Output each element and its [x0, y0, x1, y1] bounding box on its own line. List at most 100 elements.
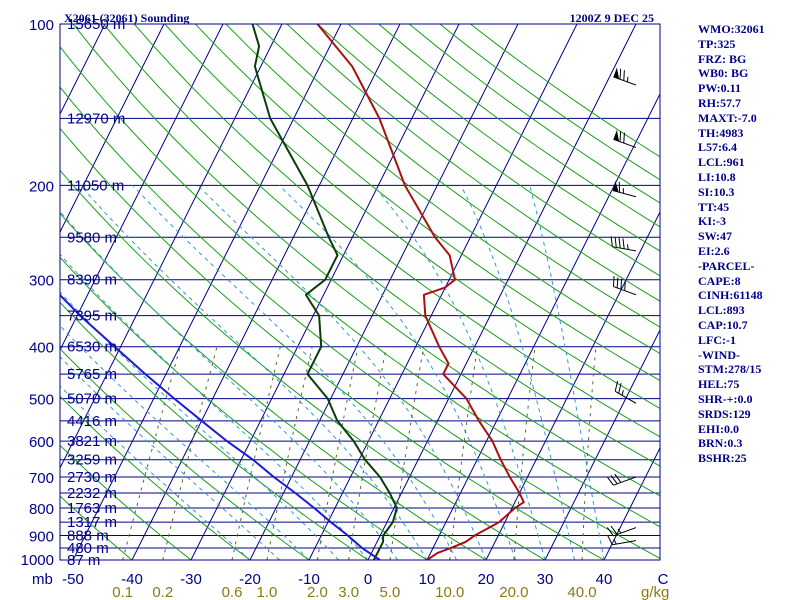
sounding-index-item: SI:10.3 [698, 184, 735, 199]
sounding-index-item: CAP:10.7 [698, 317, 748, 332]
temperature-tick-label: 30 [537, 571, 554, 588]
dry-adiabat [103, 24, 660, 467]
dry-adiabat [194, 24, 660, 382]
temperature-tick-label: -40 [121, 571, 143, 588]
sounding-index-item: FRZ: BG [698, 51, 747, 66]
height-label: 888 m [67, 527, 109, 544]
sounding-index-item: L57:6.4 [698, 140, 737, 155]
isotherm-line [485, 210, 660, 560]
sounding-index-item: LCL:961 [698, 155, 745, 170]
dry-adiabat [60, 46, 660, 528]
dry-adiabat [60, 127, 605, 560]
height-label: 2730 m [67, 469, 117, 486]
pressure-tick-label: 1000 [21, 552, 54, 569]
sounding-index-item: TH:4983 [698, 125, 744, 140]
dry-adiabat [60, 169, 546, 560]
mixing-ratio-line [513, 346, 536, 560]
mixing-ratio-label: 20.0 [499, 584, 528, 600]
mixing-ratio-line [266, 346, 313, 560]
parcel-profile-line [60, 293, 381, 560]
mixing-ratio-line [389, 346, 425, 560]
pressure-tick-label: 700 [29, 470, 54, 487]
mixing-ratio-line [231, 346, 281, 560]
mixing-ratio-line [348, 346, 387, 560]
wind-barb [606, 473, 637, 486]
wind-barb [610, 236, 637, 252]
height-label: 5070 m [67, 391, 117, 408]
isotherm-line [426, 92, 660, 560]
dewpoint-profile-line [251, 24, 398, 560]
dry-adiabat [60, 495, 133, 560]
sounding-index-item: WB0: BG [698, 66, 749, 81]
dry-adiabat [286, 24, 660, 302]
isotherm-line [544, 328, 660, 560]
dry-adiabat [60, 212, 487, 560]
wind-barb [606, 525, 637, 537]
mixing-ratio-unit-label: g/kg [641, 584, 669, 600]
dry-adiabat [317, 24, 660, 277]
moist-adiabat [372, 185, 546, 560]
mixing-ratio-line [449, 346, 478, 560]
temperature-profile-line [316, 24, 525, 560]
isotherm-line [60, 24, 224, 352]
wind-barbs [606, 67, 637, 546]
moist-adiabat [197, 185, 487, 560]
dry-adiabat [347, 24, 660, 252]
pressure-tick-label: 500 [29, 392, 54, 409]
sounding-index-item: CAPE:8 [698, 273, 741, 288]
temperature-tick-label: -50 [62, 571, 84, 588]
dry-adiabat [256, 24, 660, 328]
wind-barb [613, 67, 637, 86]
sounding-index-item: SW:47 [698, 229, 733, 244]
mixing-ratio-label: 3.0 [338, 584, 359, 600]
dry-adiabat [60, 256, 428, 560]
height-label: 5765 m [67, 366, 117, 383]
temperature-tick-label: -30 [180, 571, 202, 588]
height-label: 1317 m [67, 514, 117, 531]
height-label: 3821 m [67, 433, 117, 450]
moist-adiabat [460, 185, 575, 560]
pressure-tick-label: 200 [29, 178, 54, 195]
sounding-index-item: SHR-+:0.0 [698, 391, 753, 406]
mixing-ratio-label: 40.0 [567, 584, 596, 600]
mixing-ratio-label: 0.6 [222, 584, 243, 600]
moist-adiabat [278, 185, 516, 560]
sounding-index-item: LI:10.8 [698, 169, 736, 184]
isotherm-line [60, 24, 283, 470]
sounding-index-item: CINH:61148 [698, 288, 763, 303]
moist-adiabat [60, 356, 280, 560]
isotherm-line [190, 24, 460, 560]
temperature-tick-label: -10 [298, 571, 320, 588]
height-label: 6530 m [67, 339, 117, 356]
sounding-index-item: TT:45 [698, 199, 730, 214]
temperature-tick-label: 40 [596, 571, 613, 588]
temperature-tick-label: -20 [239, 571, 261, 588]
moist-adiabat [60, 253, 369, 560]
pressure-tick-label: 600 [29, 434, 54, 451]
pressure-tick-label: 300 [29, 273, 54, 290]
moist-adiabat [132, 185, 457, 560]
background-grid [60, 24, 660, 560]
sounding-index-item: SRDS:129 [698, 406, 751, 421]
sounding-index-item: KI:-3 [698, 214, 726, 229]
isotherm-line [367, 24, 637, 560]
isotherm-line [72, 24, 342, 560]
wind-barb [607, 535, 637, 546]
mixing-ratio-line [581, 346, 597, 560]
dry-adiabat [60, 395, 251, 560]
sounding-indices-list: WMO:32061 TP:325 FRZ: BG WB0: BG PW:0.11 RH:5… [698, 22, 765, 466]
mixing-ratio-line [122, 346, 181, 560]
dry-adiabat [60, 444, 192, 560]
moist-adiabat [529, 185, 605, 560]
mixing-ratio-label: 0.2 [152, 584, 173, 600]
height-label: 12970 m [67, 110, 125, 127]
sounding-index-item: PW:0.11 [698, 81, 742, 96]
height-label: 9580 m [67, 229, 117, 246]
sounding-index-item: WMO:32061 [698, 22, 765, 36]
pressure-tick-label: 900 [29, 528, 54, 545]
temperature-tick-label: C [658, 571, 669, 588]
height-label: 7395 m [67, 308, 117, 325]
valid-time: 1200Z 9 DEC 25 [570, 11, 654, 25]
sounding-index-item: HEL:75 [698, 377, 740, 392]
